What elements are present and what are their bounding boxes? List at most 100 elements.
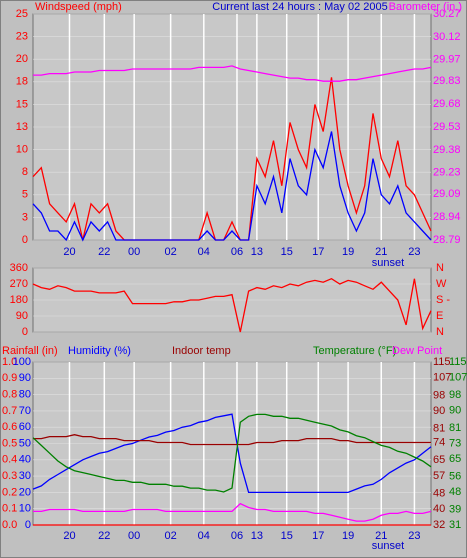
y-tick-label: 0.1 (2, 503, 17, 515)
y-tick-label: 8 (22, 166, 28, 178)
y-tick-label: 20 (19, 486, 31, 498)
y-tick-label: 25 (16, 8, 28, 20)
y-tick-label: N (436, 326, 444, 338)
x-tick-label: 04 (198, 246, 210, 258)
y-tick-label: 90 (433, 405, 445, 417)
y-tick-label: 0.4 (2, 454, 17, 466)
x-tick-label: 06 (231, 530, 243, 542)
x-tick-label: 17 (312, 530, 324, 542)
x-tick-label: 02 (165, 246, 177, 258)
y-tick-label: 60 (19, 421, 31, 433)
y-tick-label: 81 (433, 423, 445, 435)
y-tick-label: 30.12 (433, 31, 461, 43)
x-tick-label: 13 (251, 246, 263, 258)
y-tick-label: 15 (16, 98, 28, 110)
y-tick-label: 29.38 (433, 144, 461, 156)
y-tick-label: 28.79 (433, 234, 461, 246)
y-tick-label: 13 (16, 121, 28, 133)
sunset-label: sunset (372, 540, 404, 552)
y-tick-label: 115 (449, 356, 467, 368)
y-tick-label: 40 (433, 503, 445, 515)
y-tick-label: 29.23 (433, 167, 461, 179)
y-tick-label: 0.9 (2, 372, 17, 384)
y-tick-label: 1.0 (2, 356, 17, 368)
y-tick-label: S - (436, 294, 450, 306)
y-tick-label: 98 (433, 389, 445, 401)
y-tick-label: 32 (433, 519, 445, 531)
y-tick-label: 23 (16, 31, 28, 43)
y-tick-label: 115 (433, 356, 451, 368)
series-line (32, 77, 432, 241)
series-line (32, 277, 432, 333)
y-tick-label: 100 (13, 356, 31, 368)
y-tick-label: 0.3 (2, 470, 17, 482)
y-tick-label: 0 (22, 234, 28, 246)
y-tick-label: E (436, 310, 443, 322)
y-tick-label: 80 (19, 389, 31, 401)
y-tick-label: 70 (19, 405, 31, 417)
y-tick-label: 360 (10, 262, 28, 274)
y-tick-label: N (436, 262, 444, 274)
x-tick-label: 20 (63, 246, 75, 258)
axis-title: Barometer (in.) (389, 1, 462, 13)
y-tick-label: 98 (449, 389, 461, 401)
y-tick-label: 57 (433, 470, 445, 482)
y-tick-label: 0 (22, 326, 28, 338)
series-line (32, 131, 432, 242)
y-tick-label: 107 (449, 371, 467, 383)
y-tick-label: 28.94 (433, 211, 461, 223)
y-tick-label: 81 (449, 422, 461, 434)
series-line (33, 65, 432, 82)
x-tick-label: 15 (281, 530, 293, 542)
axis-title: Windspeed (mph) (35, 1, 122, 13)
y-tick-label: 29.09 (433, 188, 461, 200)
axis-title: Temperature (°F) (313, 345, 396, 357)
x-tick-label: 13 (251, 530, 263, 542)
y-tick-label: 29.53 (433, 121, 461, 133)
axis-title: Humidity (%) (68, 345, 131, 357)
y-tick-label: 180 (10, 294, 28, 306)
x-tick-label: 22 (98, 246, 110, 258)
y-tick-label: 10 (19, 503, 31, 515)
y-tick-label: 29.68 (433, 98, 461, 110)
y-tick-label: 18 (16, 76, 28, 88)
x-tick-label: 17 (312, 246, 324, 258)
y-tick-label: 29.97 (433, 54, 461, 66)
y-tick-label: 48 (433, 487, 445, 499)
axis-title: Current last 24 hours : May 02 2005 (212, 1, 387, 13)
y-tick-label: 90 (449, 404, 461, 416)
y-tick-label: 107 (433, 372, 451, 384)
x-tick-label: 04 (198, 530, 210, 542)
y-tick-label: 0.8 (2, 389, 17, 401)
y-tick-label: 0.6 (2, 421, 17, 433)
y-tick-label: 0.0 (2, 519, 17, 531)
sunset-label: sunset (372, 257, 404, 269)
x-tick-label: 19 (342, 246, 354, 258)
y-tick-label: 73 (449, 437, 461, 449)
x-tick-label: 19 (342, 530, 354, 542)
y-tick-label: 10 (16, 144, 28, 156)
series-line (32, 413, 432, 494)
y-tick-label: 0.5 (2, 437, 17, 449)
x-tick-label: 02 (165, 530, 177, 542)
y-tick-label: 30 (19, 470, 31, 482)
y-tick-label: 31 (449, 519, 461, 531)
x-tick-label: 06 (231, 246, 243, 258)
x-tick-label: 22 (98, 530, 110, 542)
y-tick-label: W (436, 278, 447, 290)
x-tick-label: 23 (408, 530, 420, 542)
axis-title: Rainfall (in) (2, 345, 58, 357)
x-tick-label: 15 (281, 246, 293, 258)
y-tick-label: 5 (22, 189, 28, 201)
y-tick-label: 39 (449, 503, 461, 515)
series-line (32, 413, 432, 493)
y-tick-label: 40 (19, 454, 31, 466)
y-tick-label: 50 (19, 437, 31, 449)
x-tick-label: 20 (63, 530, 75, 542)
y-tick-label: 65 (433, 454, 445, 466)
y-tick-label: 3 (22, 211, 28, 223)
axis-title: Dew Point (392, 345, 442, 357)
x-tick-label: 21 (375, 530, 387, 542)
y-tick-label: 0.2 (2, 486, 17, 498)
